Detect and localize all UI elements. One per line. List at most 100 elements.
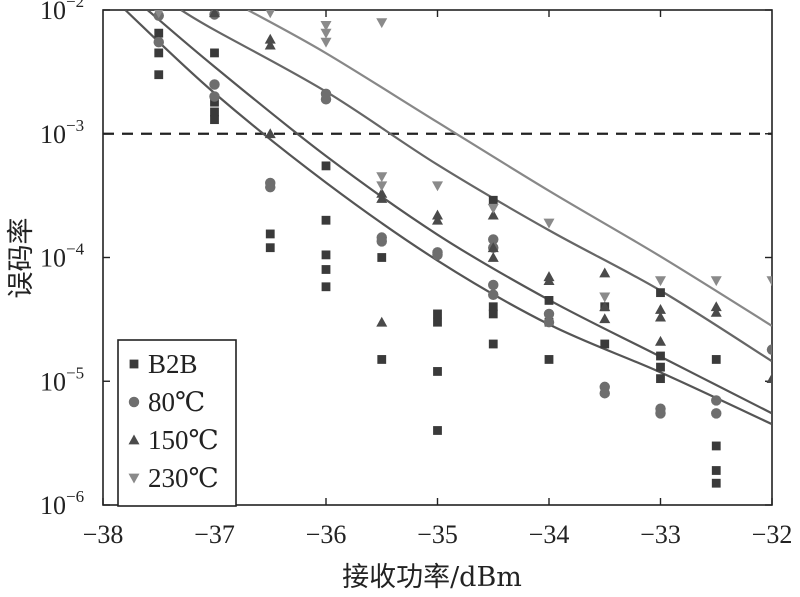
data-point-square: [265, 243, 275, 253]
data-point-triangle-up: [376, 316, 388, 327]
y-tick-label: 10−5: [40, 363, 84, 396]
data-point-circle: [711, 408, 722, 419]
data-point-square: [711, 441, 721, 451]
legend-marker: [129, 359, 139, 369]
data-point-circle: [153, 36, 164, 48]
data-point-triangle-down: [320, 37, 332, 48]
data-point-triangle-up: [710, 306, 722, 317]
data-point-triangle-down: [376, 18, 388, 29]
x-tick-label: −37: [194, 520, 235, 549]
data-point-triangle-down: [432, 181, 443, 192]
data-point-square: [488, 195, 498, 205]
data-point-circle: [488, 234, 499, 245]
data-point-square: [433, 426, 442, 435]
data-point-triangle-down: [766, 276, 772, 287]
data-point-triangle-up: [376, 192, 388, 203]
data-point-square: [656, 351, 665, 361]
data-point-triangle-down: [265, 10, 275, 19]
data-point-triangle-down: [320, 28, 332, 39]
data-point-square: [656, 362, 665, 372]
data-point-square: [433, 309, 442, 319]
legend-marker: [128, 473, 140, 484]
legend-marker: [128, 396, 140, 408]
data-point-triangle-up: [209, 10, 220, 18]
tick-labels: −38 −37 −36 −35 −34 −33 −32 10−2 10−3 10−4 10−5 10−…: [40, 0, 792, 549]
data-point-triangle-down: [487, 203, 499, 214]
data-point-triangle-down: [710, 276, 722, 287]
data-point-square: [488, 302, 498, 312]
data-point-triangle-up: [376, 187, 388, 198]
x-tick-label: −34: [529, 520, 570, 549]
data-point-circle: [376, 236, 387, 247]
x-tick-label: −32: [752, 520, 793, 549]
data-point-circle: [320, 94, 332, 105]
data-point-square: [210, 115, 219, 125]
y-tick-label: 10−2: [40, 0, 84, 25]
data-point-square: [210, 48, 219, 58]
data-point-triangle-up: [655, 304, 666, 314]
data-point-square: [154, 48, 164, 58]
data-point-triangle-down: [543, 218, 555, 229]
data-point-circle: [711, 395, 722, 406]
data-point-triangle-up: [599, 267, 611, 278]
data-point-triangle-up: [766, 373, 772, 384]
data-point-square: [210, 107, 219, 117]
data-point-circle: [209, 91, 220, 102]
data-point-triangle-up: [432, 209, 443, 220]
x-tick-label: −33: [640, 520, 681, 549]
data-point-triangle-up: [655, 335, 666, 346]
data-point-square: [377, 253, 387, 262]
fit-curve-80℃: [146, 10, 772, 415]
data-point-square: [154, 28, 164, 38]
data-point-square: [321, 215, 331, 225]
data-point-square: [377, 355, 387, 364]
fit-curve-230℃: [247, 10, 772, 327]
data-point-square: [600, 339, 610, 349]
data-point-square: [711, 478, 721, 488]
legend-label: 150℃: [148, 425, 219, 455]
data-point-triangle-down: [655, 276, 666, 287]
data-point-triangle-up: [710, 301, 722, 312]
data-point-triangle-up: [264, 39, 276, 50]
data-point-triangle-up: [487, 242, 499, 253]
legend-label: 80℃: [148, 387, 205, 417]
axes: [102, 9, 773, 506]
data-point-circle: [488, 279, 499, 291]
data-point-circle: [766, 344, 772, 355]
data-points: [153, 10, 772, 488]
data-point-triangle-down: [376, 172, 388, 183]
data-point-triangle-up: [487, 209, 499, 220]
x-tick-label: −36: [306, 520, 347, 549]
data-point-square: [544, 296, 554, 305]
x-axis-label: 接收功率/dBm: [342, 562, 522, 593]
data-point-square: [321, 250, 331, 260]
legend: B2B 80℃ 150℃ 230℃: [117, 339, 237, 507]
y-axis-label: 误码率: [6, 218, 37, 299]
data-point-square: [488, 339, 498, 349]
data-point-square: [433, 317, 442, 327]
legend-label: B2B: [148, 349, 198, 379]
data-point-square: [154, 70, 164, 80]
data-point-triangle-up: [543, 275, 555, 286]
data-point-square: [265, 229, 275, 239]
data-point-triangle-up: [432, 214, 443, 225]
data-point-triangle-down: [154, 10, 164, 19]
y-tick-label: 10−4: [40, 240, 85, 273]
data-point-triangle-down: [320, 21, 332, 31]
y-tick-label: 10−6: [40, 487, 84, 520]
x-tick-label: −35: [417, 520, 458, 549]
data-point-triangle-down: [599, 292, 611, 303]
legend-label: 230℃: [148, 463, 219, 493]
x-tick-label: −38: [83, 520, 124, 549]
data-point-square: [321, 161, 331, 171]
data-point-triangle-up: [599, 301, 611, 312]
data-point-square: [711, 355, 721, 364]
legend-marker: [128, 434, 140, 445]
data-point-square: [488, 309, 498, 319]
data-point-circle: [265, 181, 276, 193]
data-point-circle: [599, 388, 610, 399]
data-point-square: [656, 288, 665, 298]
data-point-circle: [488, 289, 499, 300]
data-point-square: [656, 374, 665, 384]
